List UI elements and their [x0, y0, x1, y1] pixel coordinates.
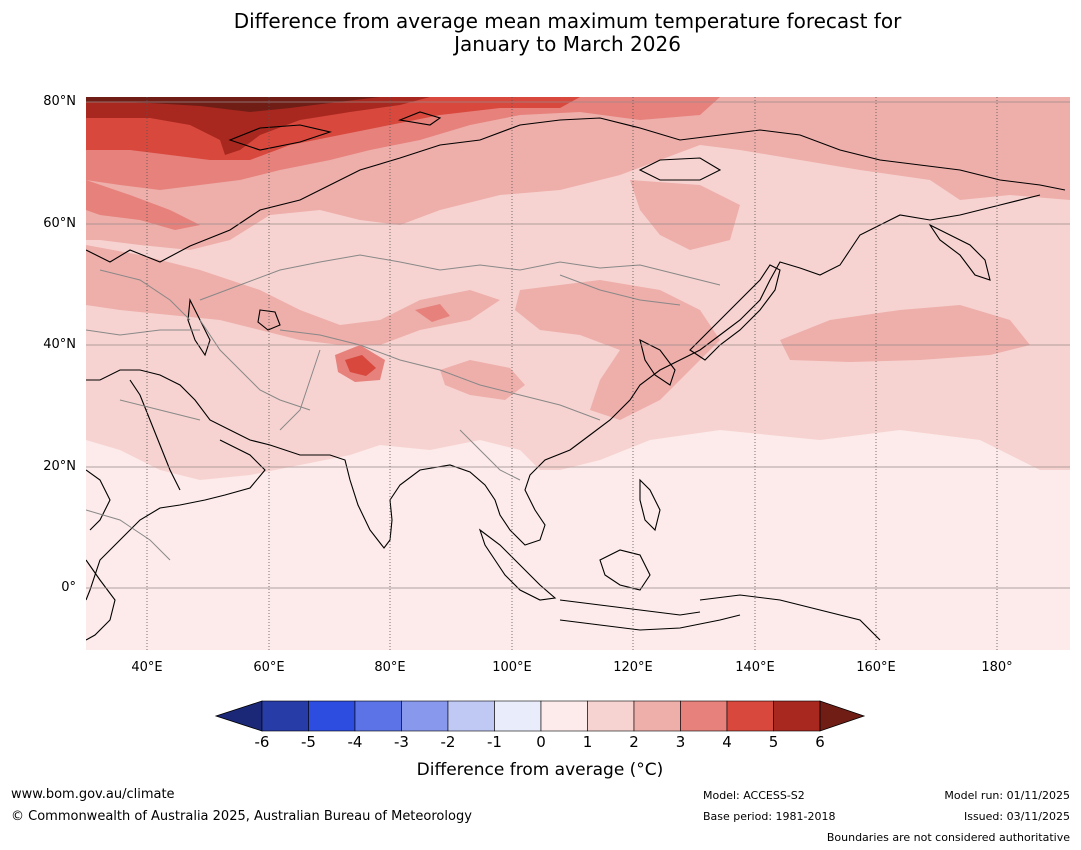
website-link[interactable]: www.bom.gov.au/climate [11, 787, 175, 802]
colorbar-segment [261, 700, 309, 732]
colorbar-segment [540, 700, 588, 732]
anomaly-region-5-6 [86, 97, 430, 155]
colorbar-segment [308, 700, 356, 732]
colorbar-segment [633, 700, 681, 732]
colorbar-tick-label: 5 [768, 733, 779, 751]
lon-label-60e: 60°E [253, 660, 285, 675]
colorbar-segment [447, 700, 495, 732]
anomaly-region-2-3 [630, 180, 740, 250]
anomaly-region-2-3 [86, 245, 500, 345]
colorbar-tick-label: -5 [301, 733, 316, 751]
colorbar-segment [354, 700, 402, 732]
colorbar-under-triangle [214, 700, 263, 732]
anomaly-region-4-5 [345, 355, 376, 376]
colorbar-tick-label: 4 [722, 733, 732, 751]
colorbar-tick-label: 3 [675, 733, 686, 751]
lat-label-60n: 60°N [43, 216, 76, 231]
colorbar-segment [401, 700, 449, 732]
colorbar-tick-label: 1 [582, 733, 593, 751]
anomaly-region-over-6 [86, 97, 380, 112]
coastlines [86, 111, 1066, 641]
colorbar-segment [680, 700, 728, 732]
colorbar-tick-label: 6 [815, 733, 825, 751]
colorbar [214, 700, 866, 732]
colorbar-label: Difference from average (°C) [416, 760, 664, 780]
colorbar-tick-label: -4 [347, 733, 363, 751]
colorbar-tick-label: -1 [487, 733, 502, 751]
longitude-lines [146, 97, 998, 650]
anomaly-region-2-3 [780, 305, 1030, 362]
boundaries-note: Boundaries are not considered authoritat… [826, 831, 1070, 844]
colorbar-tick-label: 2 [629, 733, 639, 751]
lat-label-40n: 40°N [43, 337, 76, 352]
chart-title: Difference from average mean maximum tem… [0, 10, 1081, 56]
title-line-1: Difference from average mean maximum tem… [233, 9, 902, 33]
anomaly-region-3-4 [86, 180, 200, 230]
model-run-date: Model run: 01/11/2025 [944, 789, 1070, 802]
lon-label-100e: 100°E [492, 660, 532, 675]
latitude-lines [86, 101, 1070, 589]
colorbar-tick-label: -2 [440, 733, 456, 751]
colorbar-tick-label: 0 [536, 733, 546, 751]
anomaly-region-3-4 [415, 304, 450, 322]
lat-label-0: 0° [61, 580, 76, 595]
lat-label-20n: 20°N [43, 459, 76, 474]
model-name: Model: ACCESS-S2 [703, 789, 805, 802]
colorbar-segment [726, 700, 774, 732]
lat-label-80n: 80°N [43, 94, 76, 109]
lon-label-40e: 40°E [131, 660, 163, 675]
title-line-2: January to March 2026 [454, 32, 681, 56]
lon-label-120e: 120°E [613, 660, 653, 675]
colorbar-segment [494, 700, 542, 732]
colorbar-tick-label: -3 [394, 733, 409, 751]
map-field [86, 97, 1070, 650]
colorbar-tick-label: -6 [254, 733, 270, 751]
colorbar-segment [773, 700, 821, 732]
copyright-text: © Commonwealth of Australia 2025, Austra… [11, 809, 472, 824]
anomaly-region-2-3 [440, 360, 525, 400]
lon-label-160e: 160°E [856, 660, 896, 675]
anomaly-region-2-3 [515, 280, 720, 420]
lon-label-140e: 140°E [735, 660, 775, 675]
issued-date: Issued: 03/11/2025 [963, 810, 1070, 823]
lon-label-80e: 80°E [374, 660, 406, 675]
lon-label-180: 180° [981, 660, 1013, 675]
colorbar-segment [587, 700, 635, 732]
colorbar-over-triangle [819, 700, 866, 732]
graticule [86, 97, 1070, 650]
base-period: Base period: 1981-2018 [703, 810, 836, 823]
